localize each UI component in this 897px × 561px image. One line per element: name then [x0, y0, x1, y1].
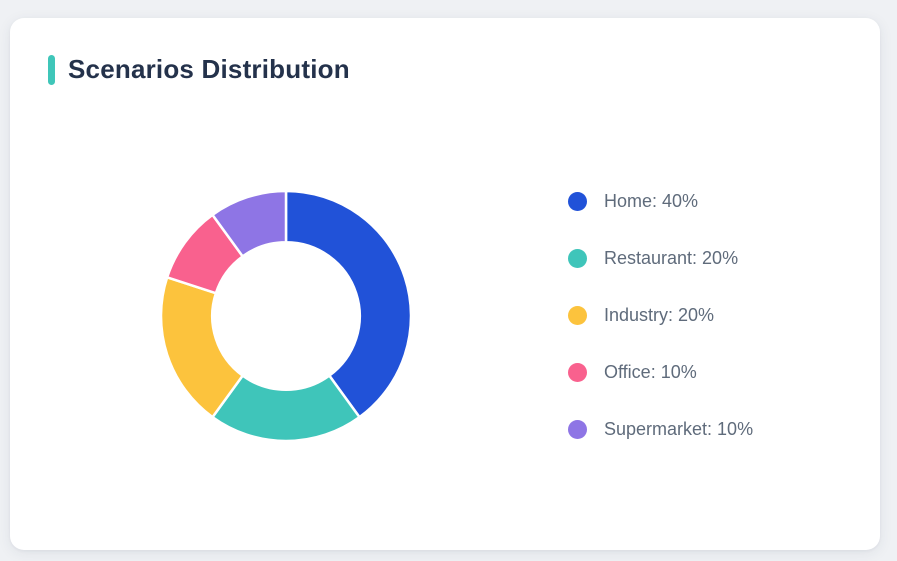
- legend-label: Restaurant: 20%: [604, 248, 739, 268]
- legend-item-restaurant[interactable]: Restaurant: 20%: [568, 230, 753, 287]
- legend-label: Home: 40%: [604, 191, 699, 211]
- legend-label: Supermarket: 10%: [604, 419, 754, 439]
- legend-label: Office: 10%: [604, 362, 697, 382]
- legend-dot-icon: [568, 363, 587, 382]
- legend-dot-icon: [568, 192, 587, 211]
- legend-item-industry[interactable]: Industry: 20%: [568, 287, 753, 344]
- card-title: Scenarios Distribution: [68, 54, 350, 84]
- legend-label: Industry: 20%: [604, 305, 715, 325]
- chart-area: Home: 40% Restaurant: 20% Industry: 20% Off…: [10, 18, 880, 550]
- card-header: Scenarios Distribution: [48, 54, 350, 85]
- legend-dot-icon: [568, 420, 587, 439]
- legend-dot-icon: [568, 249, 587, 268]
- legend-item-supermarket[interactable]: Supermarket: 10%: [568, 401, 753, 458]
- donut-segment-home[interactable]: [284, 189, 413, 419]
- chart-legend: Home: 40% Restaurant: 20% Industry: 20% Off…: [568, 173, 753, 458]
- title-accent-bar: [48, 54, 55, 85]
- donut-chart[interactable]: [156, 186, 416, 446]
- legend-item-office[interactable]: Office: 10%: [568, 344, 753, 401]
- legend-item-home[interactable]: Home: 40%: [568, 173, 753, 230]
- legend-dot-icon: [568, 306, 587, 325]
- scenarios-distribution-card: Scenarios Distribution Home: 40% Restaura…: [10, 18, 880, 550]
- donut-segment-supermarket[interactable]: [211, 189, 288, 258]
